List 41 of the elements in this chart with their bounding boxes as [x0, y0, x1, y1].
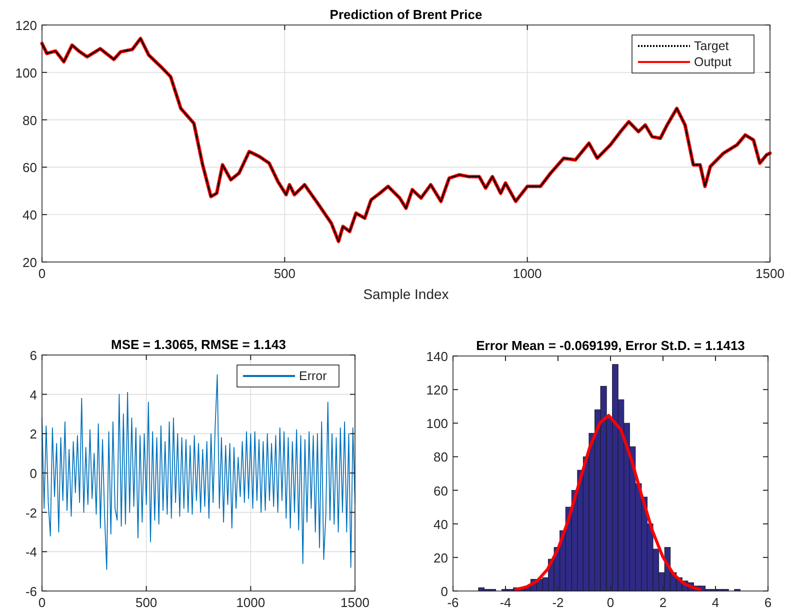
y-tick-label: 120 [15, 18, 37, 33]
x-tick-label: 500 [135, 595, 158, 610]
x-tick-label: 4 [712, 595, 720, 610]
x-tick-label: -6 [447, 595, 459, 610]
x-tick-label: 1500 [340, 595, 370, 610]
y-tick-label: -2 [25, 505, 37, 520]
y-tick-label: 40 [434, 516, 448, 532]
x-tick-label: 1500 [756, 266, 784, 281]
x-tick-label: -2 [552, 595, 564, 610]
legend-label: Output [694, 55, 732, 69]
y-tick-label: 100 [15, 65, 37, 80]
y-tick-label: 2 [30, 426, 37, 442]
y-tick-label: 40 [22, 208, 37, 223]
x-tick-label: 6 [764, 595, 772, 610]
y-tick-label: 0 [440, 584, 448, 599]
x-axis-title: Sample Index [363, 286, 449, 302]
x-tick-label: 1000 [512, 266, 542, 281]
legend-label: Error [299, 369, 327, 383]
x-tick-label: 2 [659, 595, 667, 610]
x-tick-label: 1000 [236, 595, 266, 610]
y-tick-label: 6 [30, 348, 37, 363]
legend-label: Target [694, 39, 730, 53]
y-tick-label: 20 [22, 255, 37, 270]
x-tick-label: 500 [274, 266, 296, 281]
chart-title: MSE = 1.3065, RMSE = 1.143 [111, 337, 286, 352]
x-tick-label: 0 [606, 595, 614, 610]
y-tick-label: -6 [25, 584, 37, 599]
y-tick-label: 120 [426, 382, 448, 398]
y-tick-label: 0 [30, 466, 37, 481]
y-tick-label: 140 [426, 349, 448, 364]
y-tick-label: 80 [434, 450, 448, 465]
chart-title: Error Mean = -0.069199, Error St.D. = 1.1413 [476, 338, 745, 353]
y-tick-label: 80 [22, 112, 37, 128]
y-tick-label: 100 [426, 416, 448, 432]
y-tick-label: 60 [22, 160, 37, 176]
y-tick-label: 60 [434, 483, 448, 498]
y-tick-label: 4 [30, 387, 37, 402]
chart-title: Prediction of Brent Price [330, 7, 482, 22]
x-tick-label: -4 [500, 595, 512, 610]
y-tick-label: -4 [25, 544, 37, 560]
y-tick-label: 20 [434, 550, 448, 566]
